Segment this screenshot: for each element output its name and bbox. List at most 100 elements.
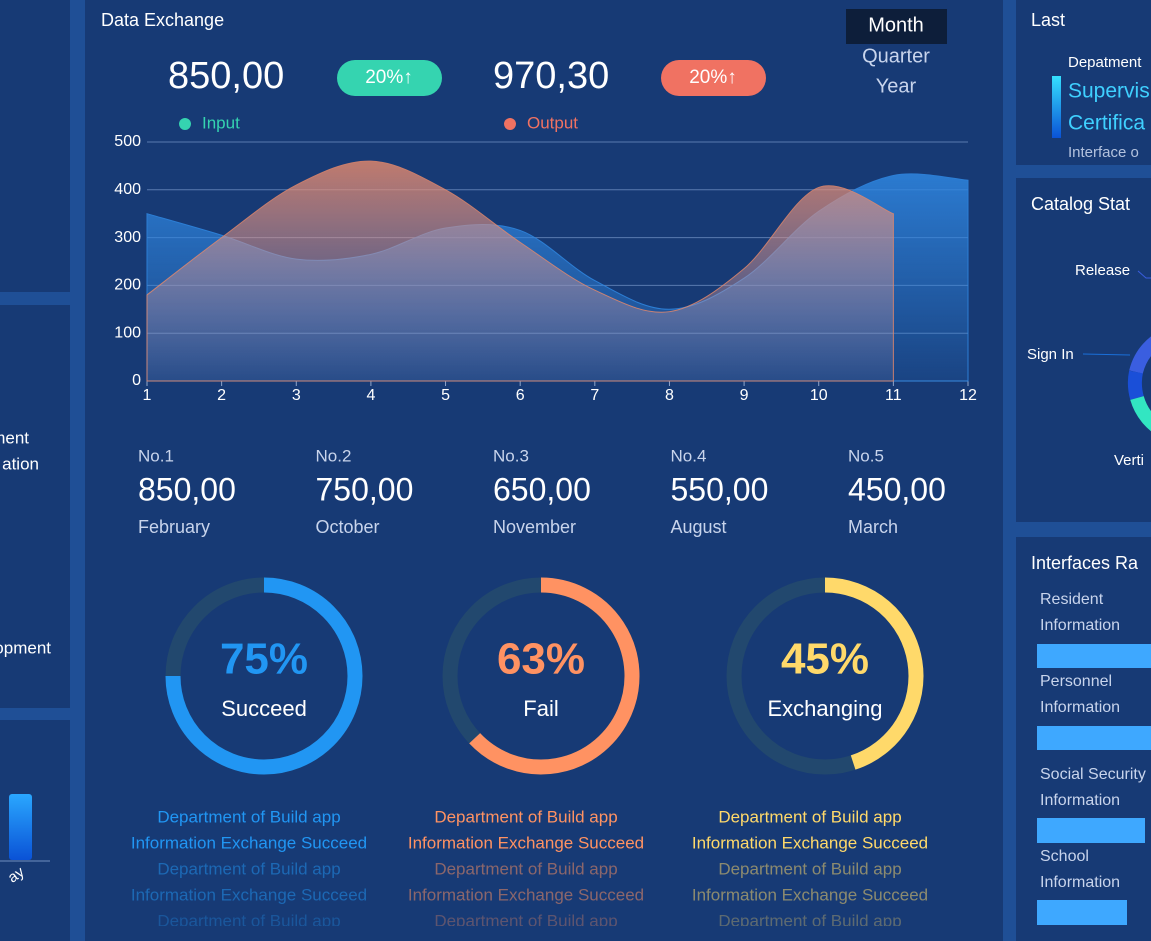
panel-title: Interfaces Ra bbox=[1031, 553, 1139, 573]
y-tick-label: 400 bbox=[114, 181, 141, 198]
gauge-label: Fail bbox=[523, 696, 558, 721]
rank-month: August bbox=[671, 517, 727, 537]
x-tick-label: 1 bbox=[143, 387, 152, 404]
gauge-value: 63% bbox=[497, 635, 585, 684]
label: School bbox=[1040, 848, 1089, 865]
label: ation bbox=[2, 454, 39, 473]
gauge-value: 75% bbox=[220, 635, 308, 684]
x-tick-label: 8 bbox=[665, 387, 674, 404]
leader bbox=[1082, 353, 1131, 356]
label: Depatment bbox=[1068, 54, 1142, 71]
donut bbox=[1127, 370, 1144, 400]
x-tick-label: 11 bbox=[885, 387, 902, 404]
panel bbox=[0, 0, 70, 292]
rank-value: 750,00 bbox=[316, 471, 414, 507]
rank-value: 650,00 bbox=[493, 471, 591, 507]
label: Release bbox=[1075, 262, 1130, 279]
label: Information bbox=[1040, 617, 1120, 634]
x-tick-label: 6 bbox=[516, 387, 525, 404]
gauge-label: Exchanging bbox=[768, 696, 883, 721]
panel-title: Last bbox=[1031, 10, 1065, 30]
label: opment bbox=[0, 638, 51, 657]
label: Information bbox=[1040, 792, 1120, 809]
gauge-value: 45% bbox=[781, 635, 869, 684]
list-line: Information Exchange Succeed bbox=[408, 885, 644, 904]
donut bbox=[1130, 395, 1151, 432]
list-line: Department of Build app bbox=[157, 807, 340, 826]
list-line: Department of Build app bbox=[157, 859, 340, 878]
period-selected bbox=[846, 9, 947, 44]
area bbox=[146, 160, 894, 382]
gauge-arc bbox=[824, 577, 924, 770]
y-tick-label: 0 bbox=[132, 372, 141, 389]
list-line: Department of Build app bbox=[718, 911, 901, 930]
badge bbox=[661, 60, 766, 96]
rank: No.5 bbox=[848, 446, 884, 465]
rank: No.2 bbox=[316, 446, 352, 465]
list-line: Information Exchange Succeed bbox=[131, 833, 367, 852]
rank-value: 450,00 bbox=[848, 471, 946, 507]
badge-text: 20%↑ bbox=[365, 67, 413, 88]
legend-label: Input bbox=[202, 113, 240, 132]
y-tick-label: 300 bbox=[114, 229, 141, 246]
donut bbox=[1129, 336, 1151, 374]
gauge-arc bbox=[469, 577, 640, 775]
indicator bbox=[1052, 76, 1061, 138]
panel bbox=[1016, 0, 1151, 165]
bar bbox=[1037, 644, 1151, 668]
list-line: Department of Build app bbox=[434, 911, 617, 930]
list-line: Information Exchange Succeed bbox=[131, 885, 367, 904]
rank-month: February bbox=[138, 517, 210, 537]
list-line: Information Exchange Succeed bbox=[408, 833, 644, 852]
stat-value: 850,00 bbox=[168, 55, 284, 97]
badge-text: 20%↑ bbox=[689, 67, 737, 88]
rank-month: March bbox=[848, 517, 898, 537]
x-tick-label: 9 bbox=[740, 387, 749, 404]
badge bbox=[337, 60, 442, 96]
leader bbox=[1137, 270, 1151, 279]
label: Interface o bbox=[1068, 144, 1139, 161]
label: Personnel bbox=[1040, 673, 1112, 690]
period[interactable]: Month bbox=[868, 14, 924, 36]
period[interactable]: Year bbox=[876, 75, 917, 97]
rank: No.4 bbox=[671, 446, 707, 465]
label: Social Security bbox=[1040, 766, 1146, 783]
period[interactable]: Quarter bbox=[862, 45, 930, 67]
rank: No.3 bbox=[493, 446, 529, 465]
panel bbox=[0, 305, 70, 708]
list-line: Department of Build app bbox=[434, 807, 617, 826]
legend-dot bbox=[179, 118, 191, 130]
x-tick-label: 2 bbox=[217, 387, 226, 404]
gauge-arc bbox=[165, 577, 363, 775]
y-tick-label: 100 bbox=[114, 324, 141, 341]
list-line: Information Exchange Succeed bbox=[692, 833, 928, 852]
list-line: Department of Build app bbox=[718, 807, 901, 826]
panel-title: Data Exchange bbox=[101, 10, 224, 30]
rank-month: October bbox=[316, 517, 380, 537]
x-tick-label: 3 bbox=[292, 387, 301, 404]
gauge-label: Succeed bbox=[221, 696, 307, 721]
list-line: Department of Build app bbox=[157, 911, 340, 930]
x-tick-label: 5 bbox=[441, 387, 450, 404]
panel bbox=[85, 0, 1003, 941]
label: Verti bbox=[1114, 452, 1144, 469]
panel-title: Catalog Stat bbox=[1031, 194, 1130, 214]
mask bbox=[85, 926, 1003, 941]
x-tick-label: 7 bbox=[590, 387, 599, 404]
x-tick-label: 10 bbox=[810, 387, 828, 404]
label: Information bbox=[1040, 699, 1120, 716]
rank-value: 550,00 bbox=[671, 471, 769, 507]
rank: No.1 bbox=[138, 446, 174, 465]
list-line: Information Exchange Succeed bbox=[692, 885, 928, 904]
label: Certifica bbox=[1068, 112, 1145, 135]
bar bbox=[1037, 900, 1127, 925]
legend-dot bbox=[504, 118, 516, 130]
list-line: Department of Build app bbox=[718, 859, 901, 878]
bar bbox=[1037, 726, 1151, 750]
panel bbox=[1016, 178, 1151, 522]
list-line: Department of Build app bbox=[434, 859, 617, 878]
rank-month: November bbox=[493, 517, 576, 537]
y-tick-label: 200 bbox=[114, 277, 141, 294]
